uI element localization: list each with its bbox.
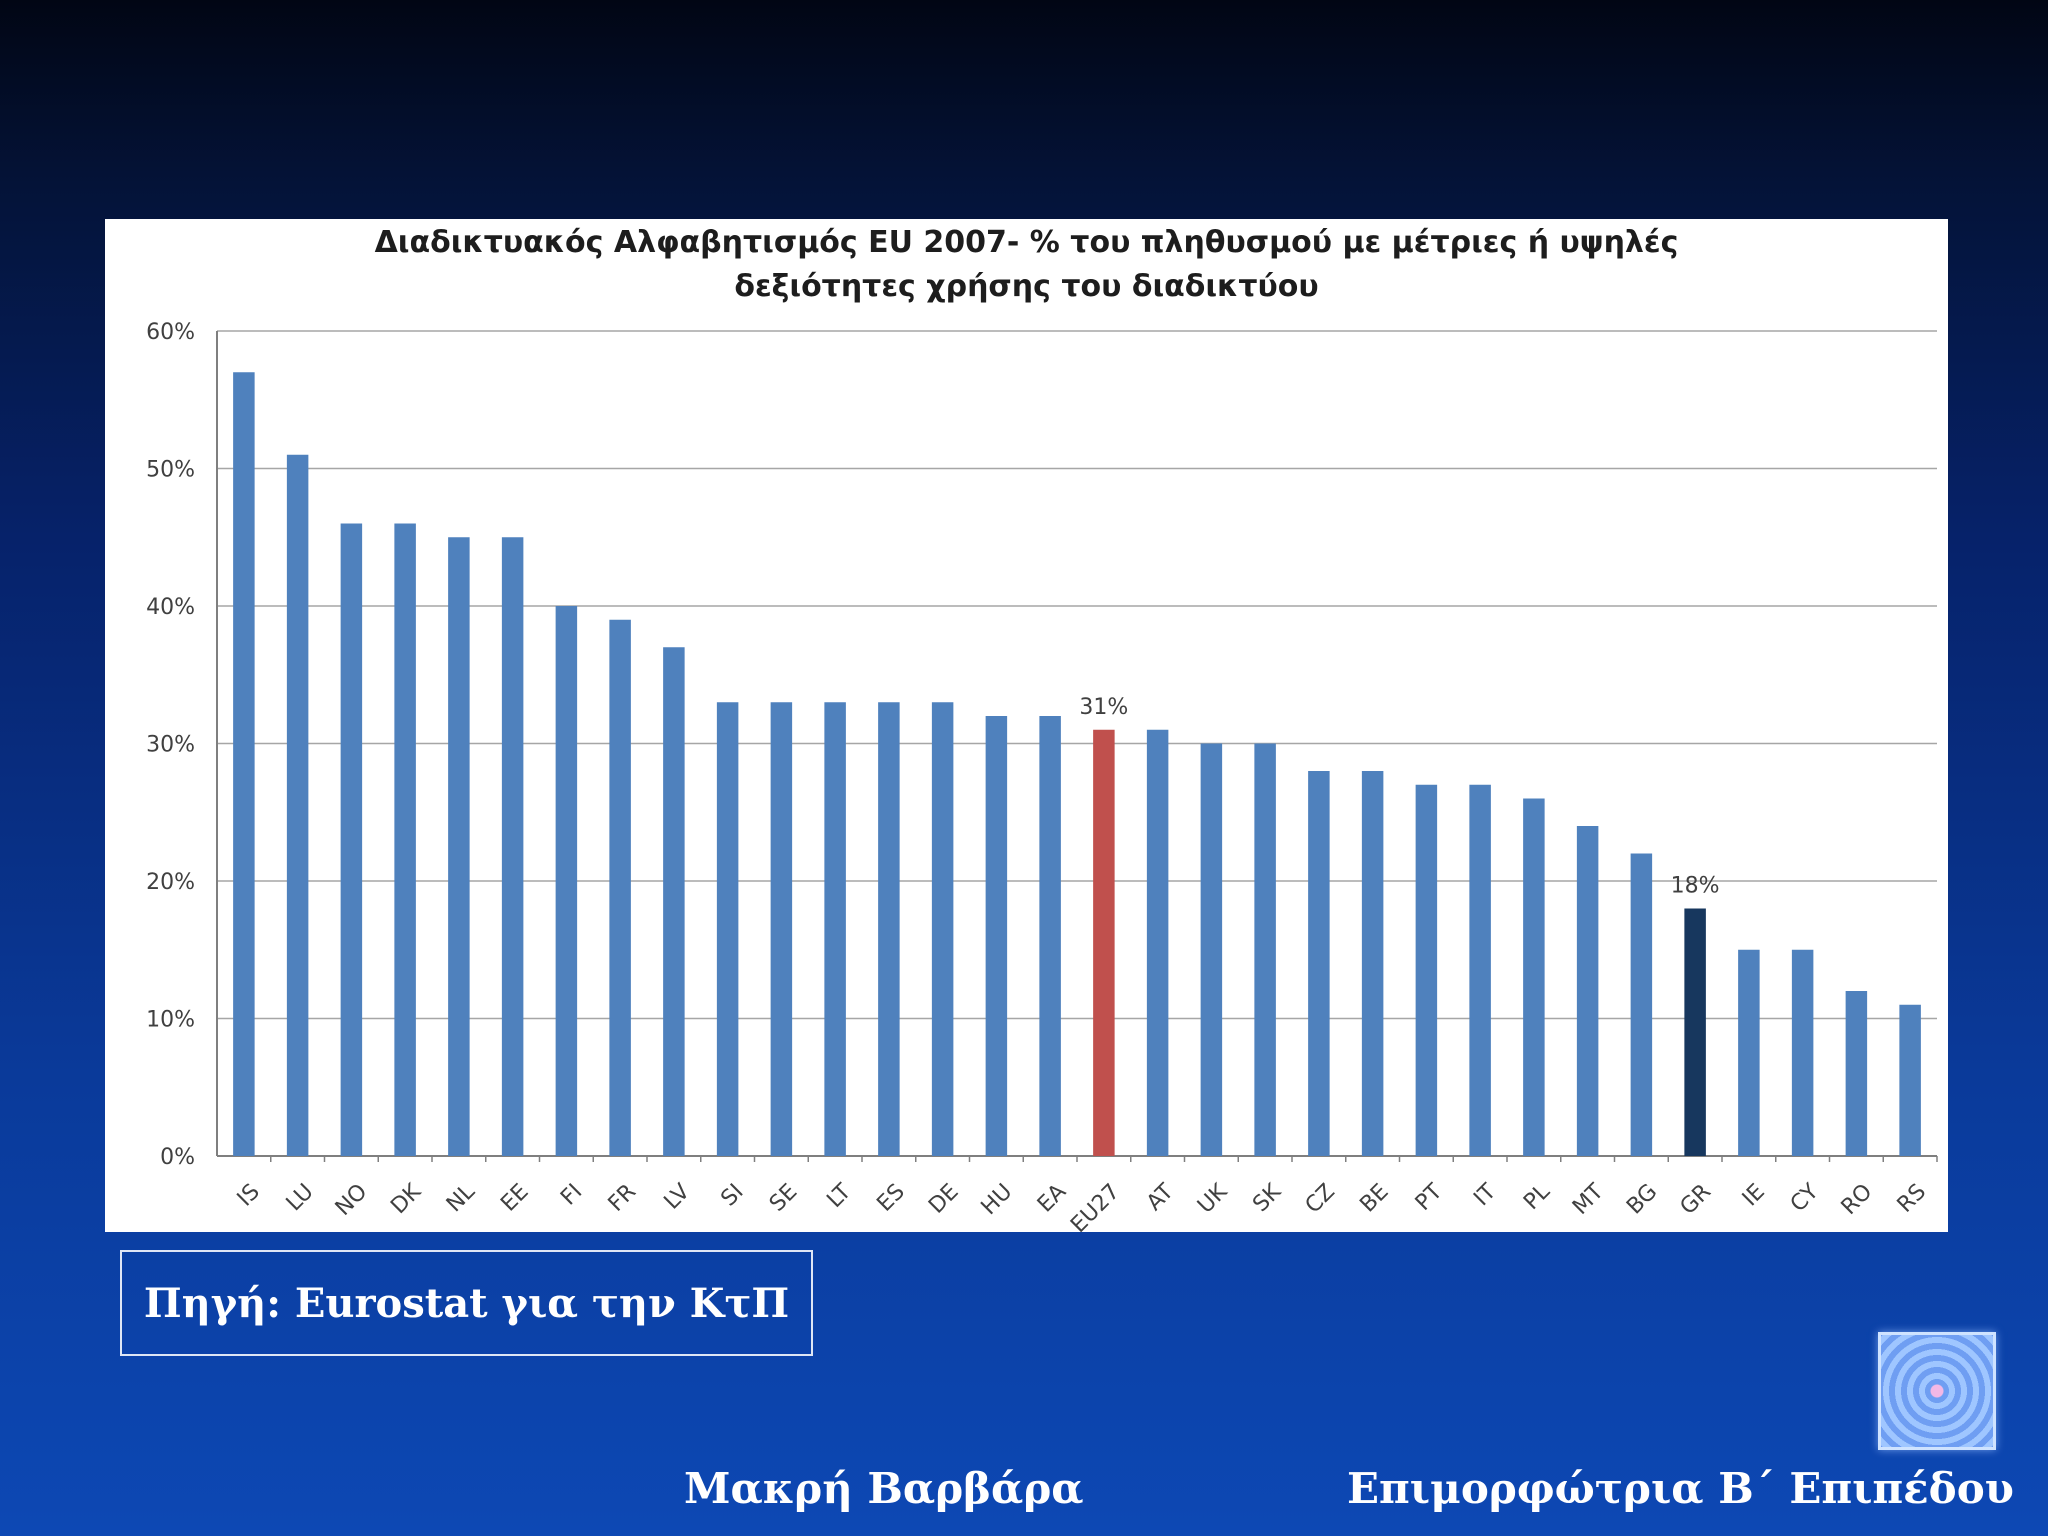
y-tick-label: 20%: [146, 870, 195, 895]
bar-gr: [1684, 908, 1706, 1156]
x-tick-label: SK: [1248, 1179, 1286, 1217]
x-tick-label: ES: [872, 1179, 909, 1216]
bar-pt: [1415, 784, 1438, 1156]
x-tick-label: LV: [660, 1179, 695, 1214]
y-tick-label: 50%: [146, 458, 195, 483]
x-tick-label: IS: [233, 1179, 265, 1211]
bar-cz: [1308, 771, 1330, 1156]
x-tick-label: NL: [442, 1179, 481, 1218]
x-tick-label: RO: [1837, 1179, 1878, 1220]
bar-bg: [1630, 853, 1653, 1156]
bar-se: [770, 702, 793, 1156]
chart-title-line-1: Διαδικτυακός Αλφαβητισμός EU 2007- % του…: [374, 225, 1679, 260]
bar-it: [1469, 784, 1491, 1156]
data-label: 18%: [1671, 874, 1720, 899]
bar-ea: [1039, 716, 1061, 1156]
x-tick-label: PL: [1519, 1179, 1555, 1215]
x-tick-label: SE: [765, 1179, 802, 1216]
bar-nl: [448, 537, 470, 1156]
x-tick-label: HU: [977, 1179, 1018, 1220]
bar-es: [878, 702, 900, 1156]
x-tick-label: NO: [331, 1179, 373, 1221]
y-tick-label: 30%: [146, 733, 195, 758]
bar-be: [1361, 771, 1384, 1156]
bar-ro: [1845, 991, 1868, 1156]
bar-lt: [824, 702, 846, 1156]
x-tick-label: AT: [1142, 1179, 1179, 1216]
x-tick-label: MT: [1568, 1179, 1609, 1220]
chart-panel: Διαδικτυακός Αλφαβητισμός EU 2007- % του…: [105, 219, 1948, 1232]
bar-pl: [1523, 798, 1545, 1156]
bar-si: [716, 702, 739, 1156]
bar-fi: [555, 606, 578, 1156]
footer-author: Μακρή Βαρβάρα: [684, 1464, 1084, 1513]
y-tick-label: 10%: [146, 1008, 195, 1033]
bar-at: [1146, 729, 1169, 1156]
concentric-squares-icon: [1878, 1332, 1996, 1450]
bar-eu27: [1093, 729, 1115, 1156]
x-tick-label: EE: [496, 1179, 533, 1216]
x-tick-label: EA: [1033, 1179, 1071, 1217]
x-tick-label: DK: [386, 1179, 426, 1219]
x-tick-label: UK: [1193, 1179, 1233, 1219]
bar-uk: [1200, 743, 1223, 1156]
chart-title-line-2: δεξιότητες χρήσης του διαδικτύου: [734, 269, 1319, 304]
x-tick-label: CY: [1786, 1179, 1824, 1217]
x-tick-label: BG: [1622, 1179, 1662, 1219]
bar-is: [233, 372, 255, 1156]
x-tick-label: LT: [822, 1179, 856, 1213]
bar-ee: [501, 537, 524, 1156]
footer-role: Επιμορφώτρια Β΄ Επιπέδου: [1347, 1464, 2014, 1513]
source-label: Πηγή: Eurostat για την ΚτΠ: [120, 1250, 813, 1356]
x-tick-label: FI: [556, 1179, 587, 1210]
x-tick-label: CZ: [1301, 1179, 1340, 1218]
x-tick-label: EU27: [1066, 1179, 1125, 1232]
x-tick-label: BE: [1355, 1179, 1393, 1217]
y-tick-label: 40%: [146, 595, 195, 620]
y-tick-label: 60%: [146, 320, 195, 345]
x-tick-label: IE: [1738, 1179, 1770, 1211]
bar-dk: [394, 523, 416, 1156]
y-tick-label: 0%: [160, 1145, 195, 1170]
data-label: 31%: [1079, 695, 1128, 720]
bar-de: [931, 702, 954, 1156]
x-tick-label: DE: [924, 1179, 963, 1218]
bar-lu: [286, 454, 309, 1156]
bar-hu: [985, 716, 1008, 1156]
x-tick-label: SI: [716, 1179, 748, 1211]
bar-ie: [1738, 949, 1760, 1156]
bar-rs: [1899, 1004, 1921, 1156]
bar-cy: [1791, 949, 1814, 1156]
bar-mt: [1576, 826, 1599, 1156]
bar-sk: [1254, 743, 1276, 1156]
bar-fr: [609, 619, 631, 1156]
x-tick-label: LU: [282, 1179, 319, 1216]
bar-chart: 0% 10% 20% 30% 40% 50% 60% IS LU NO DK NL EE FI FR LV SI…: [146, 320, 1938, 1232]
x-tick-label: PT: [1411, 1179, 1448, 1216]
x-tick-label: IT: [1469, 1179, 1501, 1211]
x-tick-label: RS: [1893, 1179, 1931, 1217]
bar-lv: [663, 647, 685, 1156]
bar-no: [340, 523, 363, 1156]
x-tick-label: FR: [604, 1179, 641, 1216]
x-tick-label: GR: [1676, 1179, 1717, 1220]
